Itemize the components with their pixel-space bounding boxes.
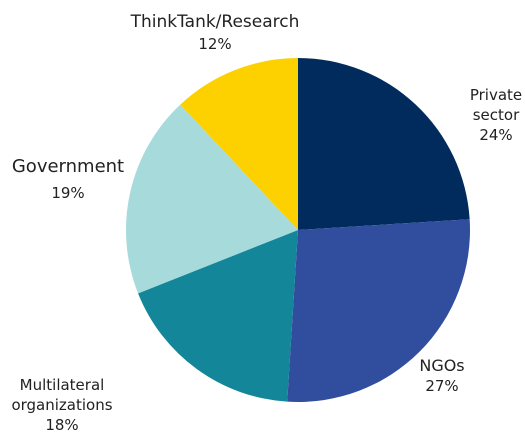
slice-label-multilateral-organizations-line-1: Multilateral xyxy=(20,376,105,394)
slice-label-multilateral-organizations-line-2: organizations xyxy=(11,396,112,414)
slice-label-thinktank-research: ThinkTank/Research xyxy=(130,12,300,32)
slice-value-label-ngos: 27% xyxy=(425,377,458,395)
slice-label-private-sector-line-2: sector xyxy=(473,106,520,124)
slice-value-label-multilateral-organizations: 18% xyxy=(45,416,78,434)
slice-value-label-private-sector: 24% xyxy=(479,126,512,144)
pie-slice-thinktank-research xyxy=(180,58,298,230)
pie-slice-ngos xyxy=(287,219,470,402)
slice-label-government: Government xyxy=(12,156,124,177)
slice-label-ngos: NGOs xyxy=(419,356,464,375)
pie-slice-multilateral-organizations xyxy=(138,230,298,402)
pie-slice-private-sector xyxy=(298,58,470,230)
slice-label-private-sector-line-1: Private xyxy=(470,86,522,104)
slice-value-label-government: 19% xyxy=(51,184,84,202)
pie-slice-government xyxy=(126,104,298,294)
slice-value-label-thinktank-research: 12% xyxy=(198,35,231,53)
